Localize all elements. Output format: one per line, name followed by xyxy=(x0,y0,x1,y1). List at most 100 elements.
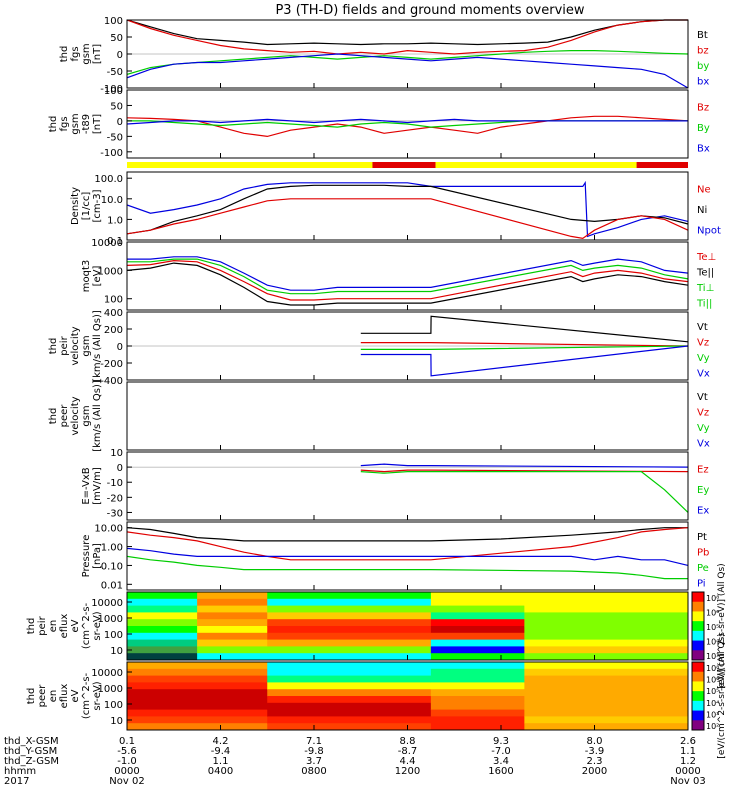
heatmap-cell xyxy=(524,668,689,677)
heatmap-cell xyxy=(267,682,432,690)
heatmap-cell xyxy=(267,612,432,620)
heatmap-cell xyxy=(430,598,525,607)
footer-hhmm: 1200 xyxy=(395,766,420,777)
y-axis-label: eV xyxy=(70,689,81,702)
plot-title: P3 (TH-D) fields and ground moments over… xyxy=(275,3,584,18)
footer-y: -3.9 xyxy=(585,746,605,757)
colorbar-swatch xyxy=(692,691,704,702)
heatmap-cell xyxy=(127,709,268,717)
heatmap-cell xyxy=(267,619,432,627)
heatmap-cell xyxy=(524,632,689,641)
y-axis-label: [km/s (All Qs)] xyxy=(92,380,103,452)
y-axis-label: [nT] xyxy=(92,44,103,64)
footer-x: 7.1 xyxy=(306,736,322,747)
legend-entry: Ni xyxy=(697,205,707,216)
heatmap-cell xyxy=(267,632,432,641)
footer-x: 9.3 xyxy=(493,736,509,747)
y-axis-label: thd xyxy=(26,688,37,705)
footer-y: -7.0 xyxy=(491,746,511,757)
footer-date: Nov 02 xyxy=(109,776,144,787)
heatmap-cell xyxy=(127,619,198,627)
heatmap-cell xyxy=(524,592,689,600)
footer-x: 4.2 xyxy=(213,736,229,747)
y-axis-label: peer xyxy=(37,684,48,708)
y-axis-label: Pressure xyxy=(81,535,92,578)
legend-entry: Pi xyxy=(697,578,706,589)
legend-entry: Vt xyxy=(697,322,708,333)
footer-date: Nov 03 xyxy=(670,776,705,787)
footer-z: 4.4 xyxy=(400,756,416,767)
colorbar-tick-label: 10² xyxy=(706,722,719,731)
heatmap-cell xyxy=(430,702,525,711)
footer-hhmm: 0800 xyxy=(301,766,326,777)
heatmap-cell xyxy=(127,682,268,690)
heatmap-cell xyxy=(127,723,268,731)
legend-entry: Npot xyxy=(697,226,721,237)
y-tick-label: 1000 xyxy=(98,614,123,625)
colorbar-tick-label: 10⁴ xyxy=(706,699,719,708)
colorbar-swatch xyxy=(692,710,704,721)
mode-bar xyxy=(127,162,688,168)
legend-entry: Pb xyxy=(697,547,709,558)
y-axis-label: [km/s (All Qs)] xyxy=(92,310,103,382)
colorbar-swatch xyxy=(692,681,704,692)
footer-row-label: 2017 xyxy=(4,776,29,787)
heatmap-cell xyxy=(197,598,268,607)
colorbar-swatch xyxy=(692,671,704,682)
heatmap-cell xyxy=(430,653,525,661)
y-axis-label: en xyxy=(48,620,59,633)
heatmap-cell xyxy=(430,689,525,697)
legend-entry: Bx xyxy=(697,144,710,155)
y-tick-label: 10 xyxy=(110,716,123,727)
y-tick-label: 10 xyxy=(110,646,123,657)
heatmap-cell xyxy=(524,598,689,607)
heatmap-cell xyxy=(267,605,432,613)
heatmap-cell xyxy=(524,639,689,647)
legend-entry: Vx xyxy=(697,368,710,379)
colorbar-tick-label: 10⁵ xyxy=(706,623,719,632)
heatmap-cell xyxy=(197,619,268,627)
y-tick-label: 50 xyxy=(110,101,123,112)
series-line xyxy=(126,547,689,566)
series-line xyxy=(360,345,689,350)
heatmap-cell xyxy=(267,709,432,717)
footer-z: 1.2 xyxy=(680,756,696,767)
mode-bar-segment xyxy=(435,162,637,168)
heatmap-cell xyxy=(197,626,268,634)
series-line xyxy=(360,345,689,377)
y-tick-label: -30 xyxy=(107,508,123,519)
heatmap-cell xyxy=(197,639,268,647)
y-tick-label: 100 xyxy=(104,86,123,97)
footer-y: -5.6 xyxy=(117,746,137,757)
series-line xyxy=(126,262,689,306)
panel-8: 10.00 1.00 0.10 0.01 Pressure [nPa] Pt Pb Pe Pi xyxy=(81,521,709,591)
y-axis-label: en xyxy=(48,690,59,703)
y-axis-label: E=-VxB xyxy=(81,467,92,504)
panel-frame xyxy=(126,241,689,311)
heatmap-cell xyxy=(267,696,432,704)
legend-entry: Pt xyxy=(697,532,707,543)
footer-row-label: thd_Y-GSM xyxy=(4,746,57,757)
y-axis-label: eflux xyxy=(59,684,70,709)
legend-entry: Vt xyxy=(697,392,708,403)
heatmap-cell xyxy=(430,696,525,704)
heatmap-cell xyxy=(127,675,268,683)
y-tick-label: -50 xyxy=(107,132,123,143)
footer-y: -8.7 xyxy=(398,746,418,757)
heatmap-cell xyxy=(267,662,432,670)
legend-entry: Ey xyxy=(697,485,709,496)
legend-entry: Ti⊥ xyxy=(696,283,714,294)
footer-x: 8.8 xyxy=(400,736,416,747)
footer-hhmm: 2000 xyxy=(582,766,607,777)
legend-entry: by xyxy=(697,61,709,72)
heatmap-cell xyxy=(127,626,198,634)
footer-hhmm: 0400 xyxy=(208,766,233,777)
heatmap-cell xyxy=(430,632,525,641)
mode-bar-segment xyxy=(127,162,373,168)
heatmap-cell xyxy=(197,612,268,620)
y-tick-label: 0 xyxy=(117,50,123,61)
